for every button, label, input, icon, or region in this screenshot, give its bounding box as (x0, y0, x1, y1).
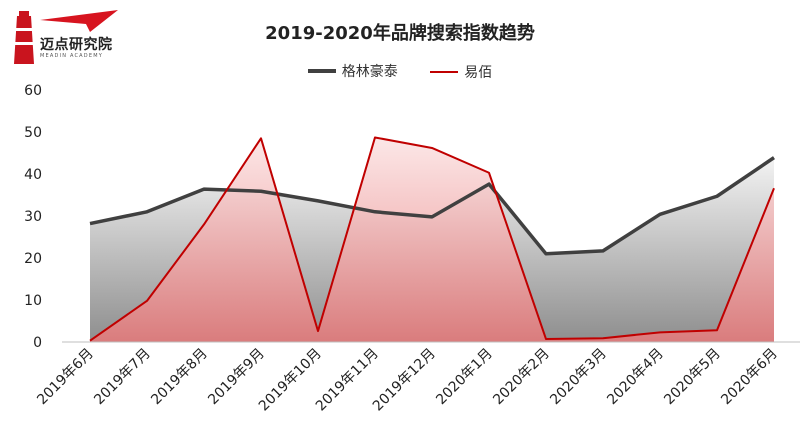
x-tick-label: 2020年1月 (433, 346, 496, 409)
logo-swoosh (40, 10, 118, 32)
x-tick-label: 2019年7月 (91, 346, 154, 409)
y-tick-label: 60 (24, 83, 42, 99)
y-tick-label: 10 (24, 293, 42, 309)
y-tick-label: 40 (24, 167, 42, 183)
chart-title: 2019-2020年品牌搜索指数趋势 (265, 23, 535, 44)
chart-legend: 格林豪泰 易佰 (0, 61, 800, 82)
logo-subtitle: MEADIN ACADEMY (40, 53, 103, 59)
line-series-1 (89, 156, 775, 256)
x-tick-label: 2019年8月 (148, 346, 211, 409)
x-axis-ticks: 2019年6月2019年7月2019年8月2019年9月2019年10月2019… (34, 346, 781, 415)
legend-label-series-2: 易佰 (464, 65, 493, 81)
x-tick-label: 2020年2月 (490, 346, 553, 409)
legend-label-series-1: 格林豪泰 (341, 64, 398, 80)
x-tick-label: 2019年6月 (34, 346, 97, 409)
legend-item-series-1: 格林豪泰 (307, 61, 398, 81)
y-tick-label: 0 (33, 335, 42, 351)
plot-lines (89, 136, 775, 342)
x-tick-label: 2020年5月 (661, 346, 724, 409)
area-series-2 (90, 137, 774, 342)
x-tick-label: 2020年6月 (718, 346, 781, 409)
line-series-2 (89, 136, 775, 342)
y-tick-label: 50 (24, 125, 42, 141)
y-tick-label: 20 (24, 251, 42, 267)
legend-item-series-2: 易佰 (430, 62, 492, 82)
plot-areas (90, 137, 774, 342)
lighthouse-icon (14, 11, 34, 64)
legend-swatch-series-1 (307, 69, 336, 73)
y-axis-ticks: 0 10 20 30 40 50 60 (24, 83, 42, 351)
x-tick-label: 2020年4月 (604, 346, 667, 409)
x-tick-label: 2020年3月 (547, 346, 610, 409)
y-tick-label: 30 (24, 209, 42, 225)
x-tick-label: 2019年9月 (205, 346, 268, 409)
logo-name: 迈点研究院 (40, 37, 113, 53)
brand-logo: 迈点研究院 MEADIN ACADEMY (10, 8, 120, 68)
legend-swatch-series-2 (430, 71, 459, 73)
